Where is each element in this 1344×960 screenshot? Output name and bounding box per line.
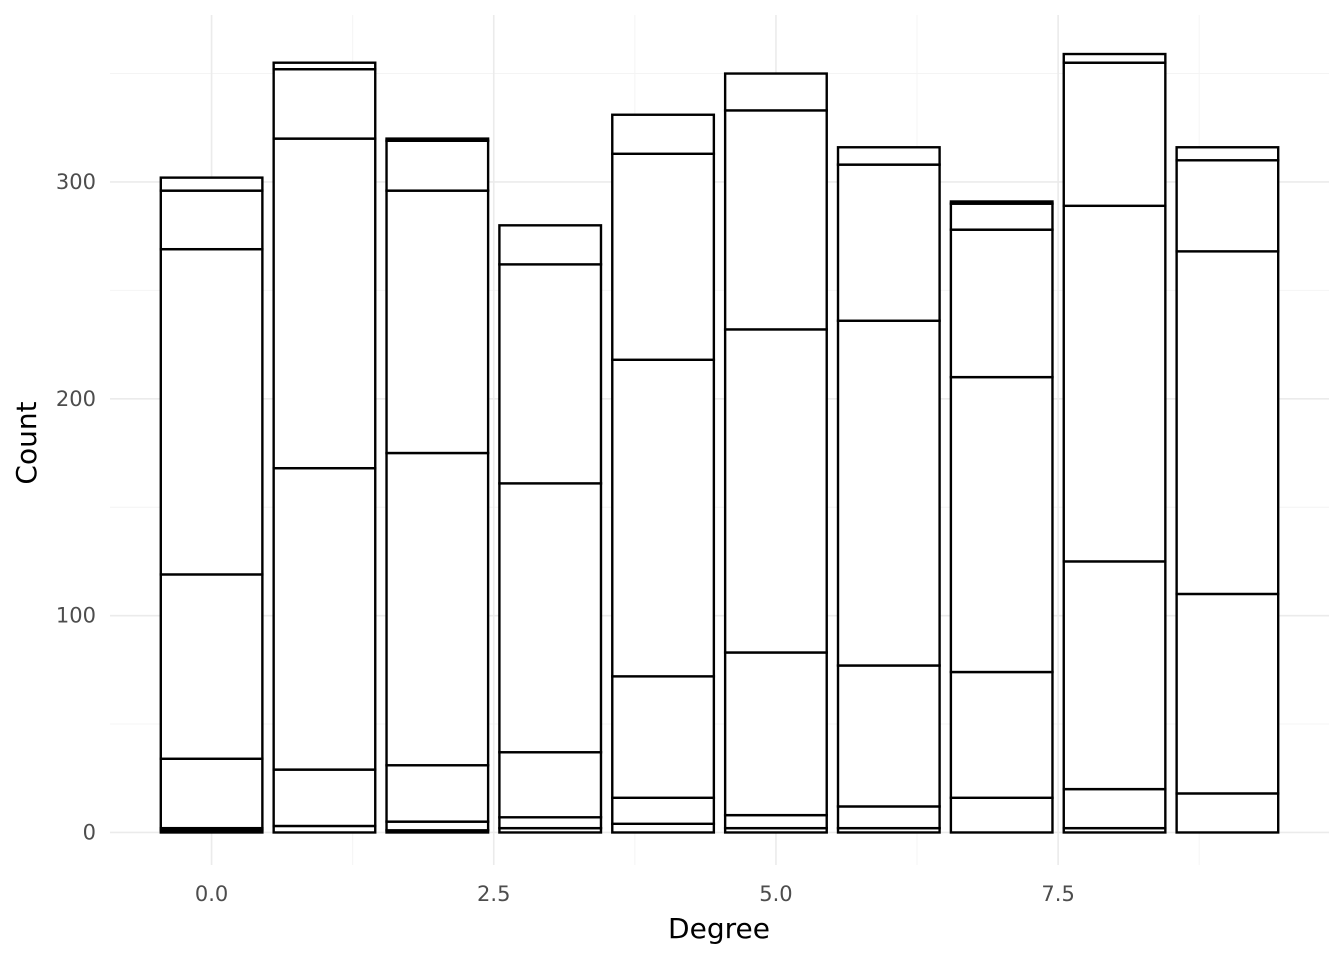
bar-segment — [611, 822, 716, 834]
bar-segment — [1062, 52, 1167, 64]
bar-segment — [385, 764, 490, 823]
bar-segment — [1175, 592, 1280, 795]
bar-segment — [723, 813, 828, 830]
bar-segment — [723, 72, 828, 112]
bar-segment — [1175, 250, 1280, 596]
bar-segment — [385, 189, 490, 455]
bar-segment — [1062, 61, 1167, 208]
bar-segment — [949, 796, 1054, 834]
bar-segment — [159, 573, 264, 760]
x-tick-label: 5.0 — [759, 882, 792, 906]
bar-segment — [949, 202, 1054, 231]
bar-segment — [385, 451, 490, 767]
bar-segment — [498, 816, 603, 830]
bar-segment — [611, 152, 716, 361]
bar-segment — [836, 319, 941, 667]
bar-segment — [272, 68, 377, 140]
bar-segment — [498, 224, 603, 266]
bar-segment — [949, 375, 1054, 674]
bar-segment — [159, 757, 264, 830]
bar-segment — [1175, 159, 1280, 253]
bar-segment — [385, 139, 490, 192]
bar-segment — [836, 146, 941, 166]
x-tick-label: 2.5 — [477, 882, 510, 906]
y-tick-label: 100 — [56, 604, 96, 628]
bar-segment — [1175, 146, 1280, 162]
y-tick-label: 300 — [56, 170, 96, 194]
y-tick-label: 0 — [83, 820, 96, 844]
bar-segment — [159, 189, 264, 251]
bar-segment — [159, 247, 264, 576]
bar-segment — [1175, 792, 1280, 834]
bar-segment — [949, 228, 1054, 379]
bar-segment — [272, 768, 377, 828]
bar-segment — [611, 796, 716, 826]
bar-segment — [611, 675, 716, 799]
bar-segment — [723, 651, 828, 817]
y-tick-label: 200 — [56, 387, 96, 411]
bar-segment — [836, 664, 941, 808]
bar-segment — [385, 820, 490, 832]
bar-segment — [159, 176, 264, 192]
x-tick-label: 7.5 — [1041, 882, 1074, 906]
bar-segment — [498, 263, 603, 485]
y-axis-title: Count — [10, 401, 43, 484]
bar-segment — [498, 482, 603, 754]
bar-segment — [836, 805, 941, 830]
x-axis-title: Degree — [668, 912, 770, 945]
bar-segment — [949, 670, 1054, 799]
bar-segment — [949, 200, 1054, 205]
bar-segment — [385, 137, 490, 142]
bar-segment — [723, 328, 828, 654]
bars — [159, 52, 1280, 834]
bar-segment — [1062, 560, 1167, 791]
bar-segment — [723, 109, 828, 331]
bar-segment — [611, 358, 716, 678]
bar-segment — [611, 113, 716, 155]
bar-segment — [1062, 204, 1167, 563]
bar-segment — [272, 137, 377, 470]
bar-segment — [836, 163, 941, 322]
bar-segment — [1062, 787, 1167, 830]
bar-segment — [498, 751, 603, 819]
x-tick-label: 0.0 — [195, 882, 228, 906]
bar-segment — [272, 61, 377, 71]
y-tick-labels: 0 100 200 300 — [56, 170, 96, 845]
bar-segment — [272, 466, 377, 771]
x-tick-labels: 0.0 2.5 5.0 7.5 — [195, 882, 1075, 906]
